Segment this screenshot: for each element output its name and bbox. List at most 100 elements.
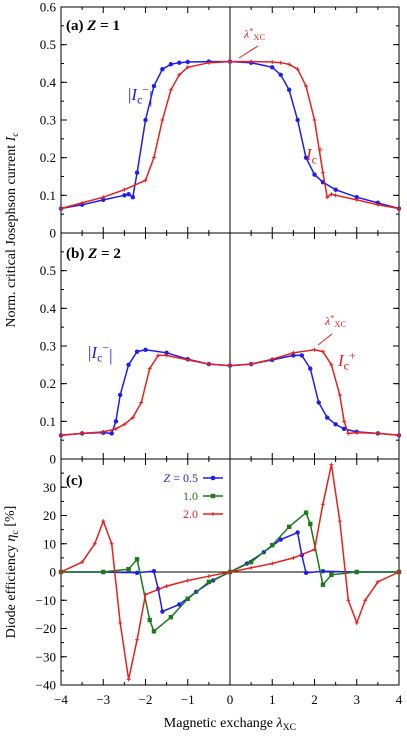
panel-a-series-1-point — [185, 65, 190, 70]
panel-a-series-0-point — [126, 192, 131, 197]
panel-b-series-1-point — [375, 431, 380, 436]
x-tick-label: −4 — [54, 692, 68, 707]
panel-c-series-1-point — [126, 566, 131, 572]
panel-a-series-0-point — [134, 170, 140, 175]
panel-c-series-2-point — [206, 574, 211, 579]
panel-b-series-1-point — [346, 431, 351, 436]
panel-c-series-0-point — [320, 568, 326, 574]
panel-b-series-0-point — [126, 362, 131, 368]
panel-c-series-2-point — [185, 578, 190, 583]
panel-a-label: (a) Z = 1 — [66, 18, 120, 34]
panel-c-series-0-point — [134, 570, 140, 576]
panel-a-series-1-point — [329, 192, 334, 197]
panel-c-series-1-point — [101, 569, 106, 575]
x-tick-label: 0 — [227, 692, 234, 707]
panel-a-series-0-point — [312, 172, 317, 177]
panel-c-ytick-label: −40 — [36, 678, 56, 693]
panel-b-series-0-point — [324, 415, 330, 420]
panel-b-ytick-label: 0.4 — [40, 301, 57, 316]
panel-a-ytick-label: 0 — [50, 226, 57, 241]
panel-a-ytick-label: 0.6 — [40, 0, 57, 15]
panel-a-series-1-point — [249, 59, 254, 64]
panel-c-series-2-point — [346, 598, 351, 603]
panel-b-ytick-label: 0.2 — [40, 376, 56, 391]
panel-a-series-0-point — [168, 62, 174, 67]
panel-a-series-0-point — [278, 72, 283, 78]
panel-b-series-1-point — [164, 353, 169, 358]
panel-c-series-0-point — [303, 570, 309, 576]
panel-b-series-0-point — [143, 347, 148, 352]
panel-a-series-1-point — [278, 60, 283, 65]
panel-b-series-0-point — [333, 422, 338, 427]
y-axis-label-current: Norm. critical Josephson current Ic — [4, 132, 21, 328]
panel-c-series-0-point — [278, 537, 283, 542]
panel-c-series-1-point — [134, 557, 140, 562]
panel-b-series-0-point — [109, 431, 114, 436]
panel-b-series-1-point — [206, 362, 211, 367]
x-tick-label: 1 — [269, 692, 276, 707]
panel-a-series-1-point — [143, 178, 148, 183]
panel-a-ytick-label: 0.5 — [40, 37, 56, 52]
panel-a-series-0-point — [295, 117, 300, 123]
panel-a-series-1-point — [320, 170, 325, 175]
panel-a-series-1-point — [177, 72, 182, 77]
panel-c-series-2-point — [363, 598, 368, 603]
panel-c-series-0-point — [177, 602, 182, 607]
panel-a-series-0-point — [160, 66, 165, 72]
panel-a-series-0-point — [177, 60, 182, 65]
panel-b-annot-plus: Ic+ — [337, 348, 356, 372]
panel-a-series-0-point — [122, 193, 127, 198]
y-axis-label-efficiency: Diode efficiency ηc [%] — [3, 506, 21, 639]
panel-b-series-1-point — [147, 366, 152, 371]
panel-a-annot-plus: Ic+ — [305, 142, 324, 166]
legend-entry-1: 1.0 — [183, 489, 198, 503]
panel-a-series-0-point — [151, 83, 157, 89]
panel-c-ytick-label: −30 — [36, 649, 56, 664]
panel-b-series-1-point — [329, 362, 334, 367]
panel-b-lambda-arrow — [317, 333, 333, 346]
panel-c-series-2-point — [118, 620, 123, 625]
panel-a-series-1-point — [304, 84, 309, 89]
panel-b-series-0-point — [316, 400, 321, 405]
legend-entry-2: 2.0 — [183, 507, 198, 521]
panel-c-series-1-point — [354, 569, 359, 575]
panel-b-annot-minus: |Ic−| — [88, 340, 112, 364]
panel-a-series-1-point — [312, 118, 317, 122]
panel-b-series-0-point — [308, 366, 313, 371]
panel-c-series-2-point — [337, 519, 342, 524]
panel-c-series-1-point — [206, 579, 212, 585]
panel-c-series-0-point — [160, 609, 165, 614]
panel-a-series-1-point — [354, 197, 359, 202]
x-tick-label: 2 — [311, 692, 318, 707]
x-axis-label: Magnetic exchange λXC — [164, 716, 296, 733]
panel-c-series-2-point — [109, 541, 114, 546]
x-tick-label: −2 — [139, 692, 153, 707]
panel-a-series-1-point — [270, 59, 275, 64]
panel-b-series-1-point — [113, 426, 118, 431]
panel-c-series-2-point — [375, 579, 380, 584]
panel-a-series-1-point — [160, 118, 165, 122]
panel-c-series-2-point — [92, 541, 97, 546]
panel-b-series-1-point — [139, 400, 144, 405]
panel-b-series-0-point — [134, 349, 140, 354]
panel-a-series-1-point — [287, 62, 292, 67]
panel-b-series-0-point — [341, 426, 347, 432]
x-tick-label: −1 — [181, 692, 195, 707]
panel-a-series-0-point — [143, 117, 148, 123]
panel-b-series-1-point — [228, 363, 232, 368]
panel-c-series-2-point — [312, 547, 317, 552]
legend-marker-2 — [211, 512, 215, 516]
panel-b-series-1-point — [101, 429, 106, 434]
panel-b-series-1-point — [59, 433, 63, 438]
panel-b-series-0-point — [117, 392, 123, 398]
panel-b-series-1-point — [122, 422, 127, 427]
panel-a-series-0-point — [286, 87, 292, 93]
panel-b-series-1-point — [249, 362, 254, 367]
panel-a-series-1-point — [325, 195, 330, 200]
panel-a-series-1-point — [397, 206, 401, 211]
panel-c-ytick-label: 30 — [43, 480, 56, 495]
panel-b-series-1-point — [312, 347, 317, 352]
legend-marker-1 — [210, 493, 216, 499]
panel-c-series-2-point — [59, 570, 63, 574]
panel-c-series-2-point — [164, 584, 169, 589]
